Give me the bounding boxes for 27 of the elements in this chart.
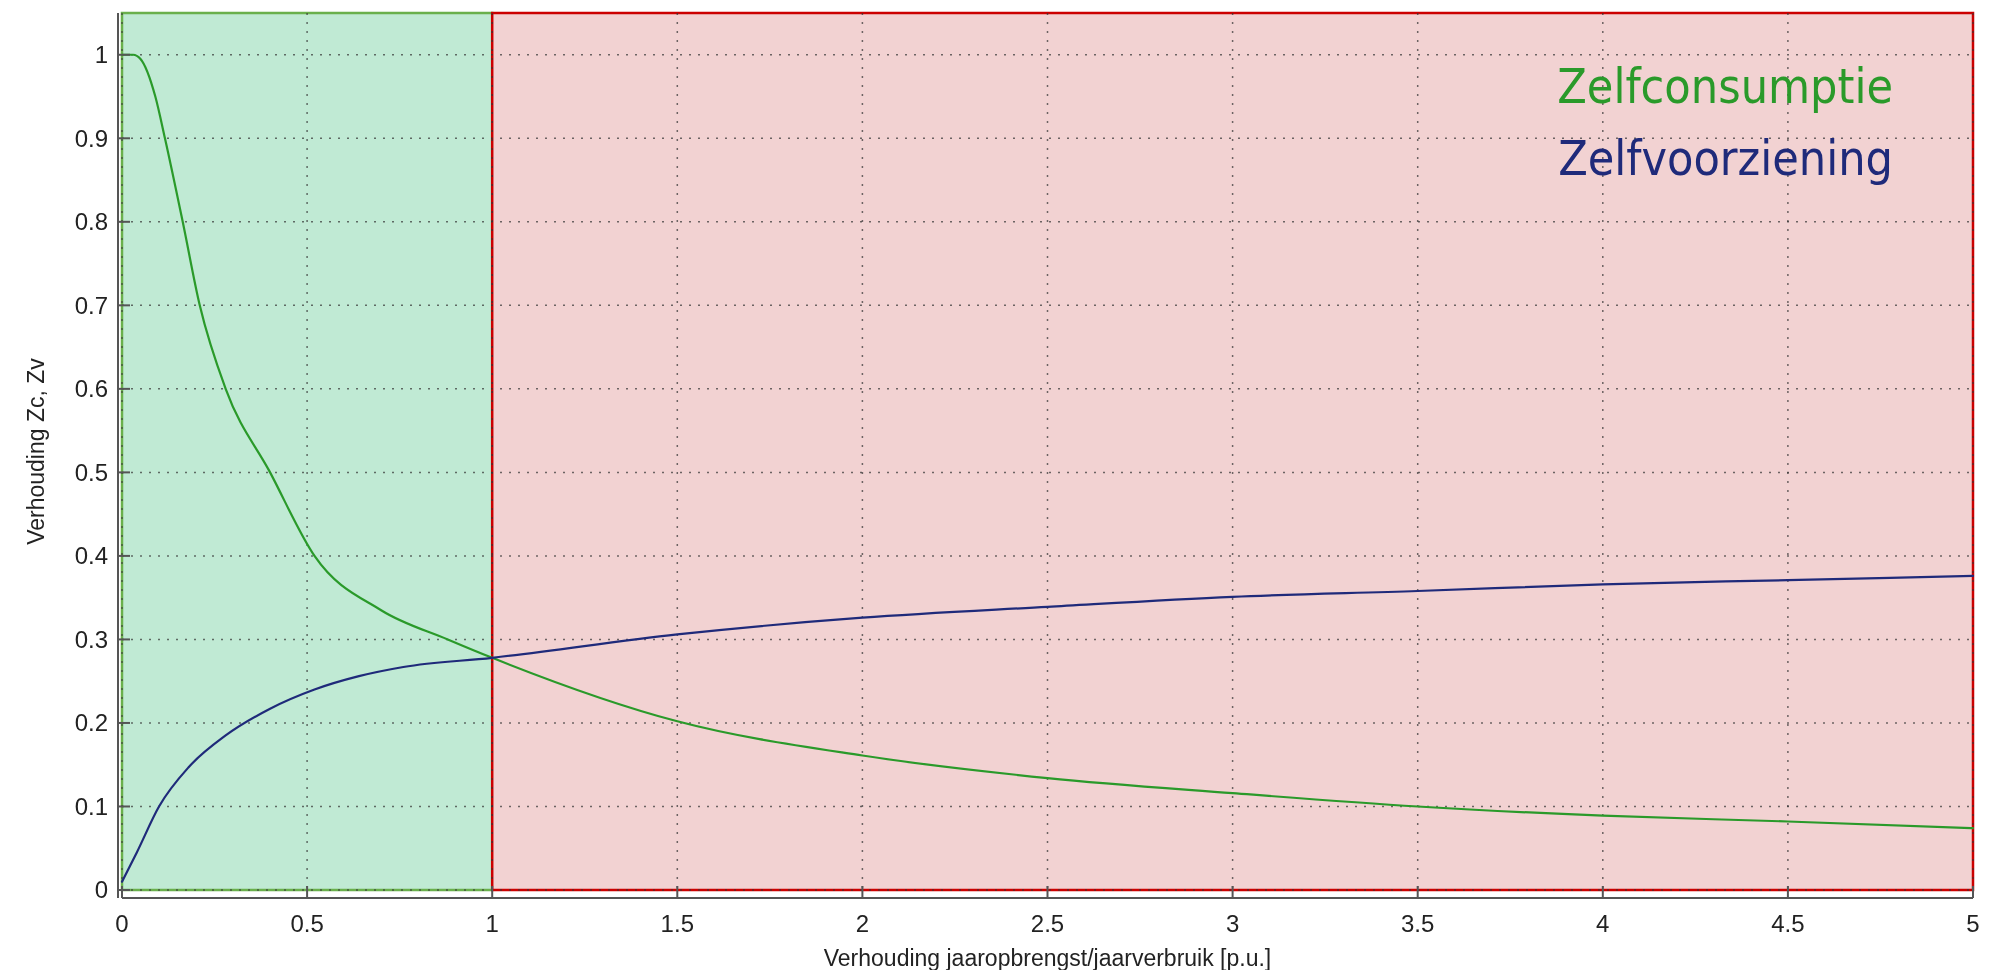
y-tick-label: 0.4 (74, 542, 108, 570)
x-tick-label: 1.5 (660, 910, 694, 937)
text: Zelfconsumptie (1557, 58, 1893, 114)
x-axis-title: Verhouding jaaropbrengst/jaarverbruik [p.u.] (823, 945, 1272, 971)
y-tick-label: 0 (94, 876, 108, 904)
y-tick-label: 0.5 (74, 458, 108, 486)
y-tick-label: 1 (94, 41, 108, 69)
x-tick-label: 0.5 (290, 910, 324, 937)
y-tick-label: 0.1 (74, 792, 108, 820)
x-tick-label: 4 (1596, 910, 1610, 937)
x-tick-label: 2 (855, 910, 870, 937)
y-tick-label: 0.6 (74, 375, 108, 403)
x-tick-label: 5 (1966, 910, 1980, 937)
x-tick-label: 0 (115, 910, 129, 937)
y-tick-label: 0.7 (74, 291, 108, 319)
y-tick-label: 0.8 (74, 208, 108, 236)
x-tick-label: 3.5 (1401, 910, 1435, 937)
text: Zelfvoorziening (1558, 130, 1893, 186)
y-axis-title: Verhouding Zc, Zv (23, 357, 49, 545)
x-tick-label: 2.5 (1030, 910, 1065, 937)
x-tick-label: 1 (485, 910, 499, 937)
x-tick-label: 3 (1225, 910, 1240, 937)
x-tick-label: 4.5 (1771, 910, 1805, 937)
y-tick-label: 0.9 (74, 124, 108, 152)
y-tick-label: 0.2 (74, 709, 108, 737)
line-series (120, 574, 1975, 883)
y-tick-label: 0.3 (74, 625, 108, 653)
